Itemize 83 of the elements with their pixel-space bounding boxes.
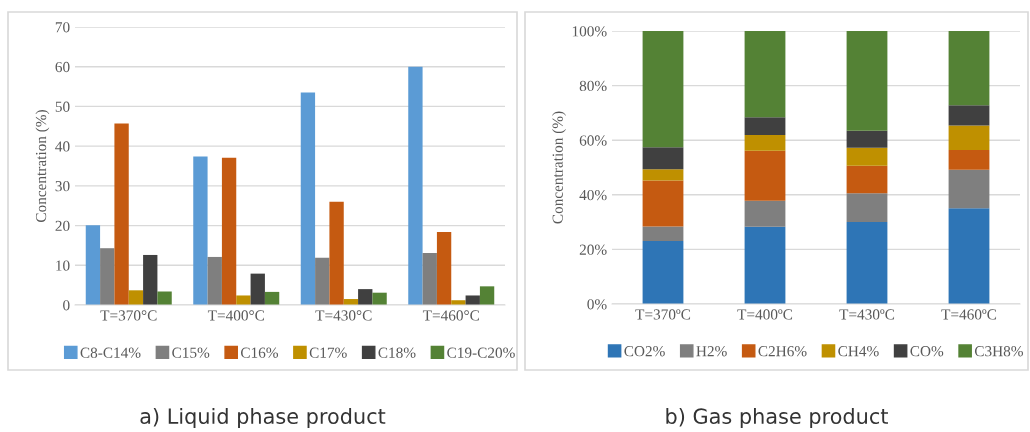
y-tick-label: 40 [55, 141, 70, 152]
bar [100, 248, 115, 305]
x-tick-label: T=370°C [100, 310, 157, 321]
legend-label: C18% [378, 347, 416, 358]
bar [744, 150, 786, 201]
bar [85, 225, 101, 305]
x-tick-label: T=370ºC [635, 309, 691, 320]
legend-label: C15% [172, 347, 210, 358]
bar [744, 135, 786, 151]
y-tick-label: 0 [63, 300, 70, 311]
y-tick-label: 80% [579, 80, 607, 92]
x-tick-label: T=400ºC [737, 309, 793, 320]
bar [744, 200, 786, 227]
bar [358, 289, 373, 305]
x-tick-label: T=460°C [422, 310, 479, 321]
bar [114, 123, 129, 305]
bar [300, 92, 316, 305]
y-tick-label: 50 [55, 101, 70, 112]
bar [744, 117, 786, 136]
legend-label: CH4% [838, 346, 879, 357]
bar [846, 193, 888, 223]
y-tick-label: 20 [55, 220, 70, 232]
bar [846, 222, 888, 304]
bar [207, 256, 222, 305]
bar [642, 31, 684, 148]
y-tick-label: 30 [55, 181, 70, 192]
bar [422, 252, 437, 305]
y-tick-label: 20% [579, 244, 607, 255]
x-tick-label: T=460ºC [941, 309, 997, 320]
legend-label: CO% [910, 346, 944, 357]
bar [948, 31, 990, 106]
legend-label: H2% [696, 346, 727, 357]
bar [372, 292, 387, 305]
legend-label: C2H6% [758, 346, 807, 357]
bar [846, 147, 888, 166]
bar [846, 165, 888, 194]
bar [948, 208, 990, 304]
bar [948, 105, 990, 126]
legend-label: C19-C20% [447, 347, 515, 358]
y-tick-label: 100% [572, 26, 607, 37]
bar [221, 157, 237, 305]
bar [436, 231, 452, 305]
legend-label: C8-C14% [80, 347, 141, 358]
bar [408, 66, 423, 305]
bar [744, 226, 786, 304]
y-tick-label: 60% [579, 135, 607, 146]
bar [846, 130, 888, 148]
bar [744, 31, 786, 118]
legend-label: C17% [309, 347, 347, 358]
bar [642, 180, 684, 227]
bar [948, 125, 990, 151]
bar [948, 150, 990, 170]
bar [642, 147, 684, 170]
bar [236, 295, 251, 305]
x-tick-label: T=400°C [207, 310, 264, 321]
bar [465, 295, 480, 305]
y-tick-label: 10 [56, 260, 70, 271]
bar [329, 201, 344, 305]
bar [846, 31, 888, 131]
bar [479, 286, 495, 305]
legend-label: C3H8% [974, 346, 1023, 357]
bar [642, 240, 684, 304]
bar [642, 169, 684, 181]
y-tick-label: 60 [55, 61, 70, 73]
bar [157, 291, 172, 305]
bar [193, 156, 208, 305]
y-axis-title: Concentration (%) [552, 111, 566, 224]
y-tick-label: 0% [587, 299, 607, 310]
bar [250, 273, 265, 305]
y-axis-title: Concentration (%) [35, 110, 50, 223]
text: a) Liquid phase product [140, 407, 386, 429]
bar [143, 254, 158, 305]
bar [642, 226, 684, 241]
legend-label: CO2% [624, 346, 665, 357]
y-tick-label: 70 [55, 22, 70, 33]
text: b) Gas phase product [666, 407, 888, 429]
legend-label: C16% [240, 347, 279, 358]
bar [315, 257, 330, 305]
x-tick-label: T=430ºC [839, 309, 895, 320]
bar [128, 290, 144, 305]
x-tick-label: T=430°C [315, 310, 372, 321]
y-tick-label: 40% [579, 189, 607, 201]
bar [948, 169, 990, 209]
